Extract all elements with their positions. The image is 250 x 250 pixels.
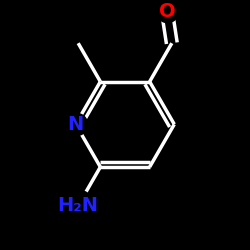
Text: N: N xyxy=(68,115,84,134)
Text: O: O xyxy=(158,2,175,21)
Text: H₂N: H₂N xyxy=(58,196,99,215)
